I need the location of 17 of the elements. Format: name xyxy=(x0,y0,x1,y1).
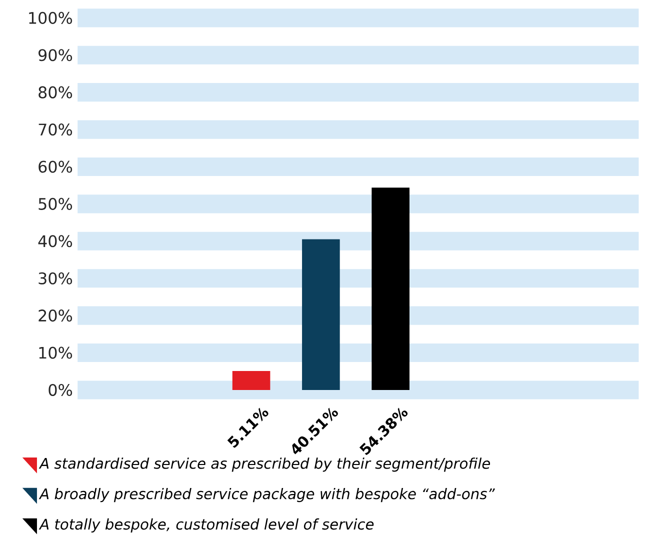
y-tick-label: 70% xyxy=(38,123,72,136)
bar xyxy=(232,370,270,390)
y-tick-label: 40% xyxy=(38,235,72,248)
y-tick-label: 20% xyxy=(38,309,72,322)
y-tick-label: 50% xyxy=(38,198,72,210)
y-tick-label: 100% xyxy=(29,12,72,24)
y-tick-label: 30% xyxy=(38,272,72,284)
y-tick-label: 10% xyxy=(39,346,72,359)
y-tick-label: 90% xyxy=(38,49,72,62)
bar xyxy=(372,188,410,390)
bar xyxy=(302,239,340,390)
legend-label: A totally bespoke, customised level of service xyxy=(38,518,374,532)
y-tick-label: 0% xyxy=(48,384,72,396)
legend-label: A standardised service as prescribed by their segment/profile xyxy=(38,458,490,472)
y-tick-label: 80% xyxy=(38,86,72,98)
legend-label: A broadly prescribed service package with bespoke “add-ons” xyxy=(38,488,495,502)
y-tick-label: 60% xyxy=(38,160,72,173)
